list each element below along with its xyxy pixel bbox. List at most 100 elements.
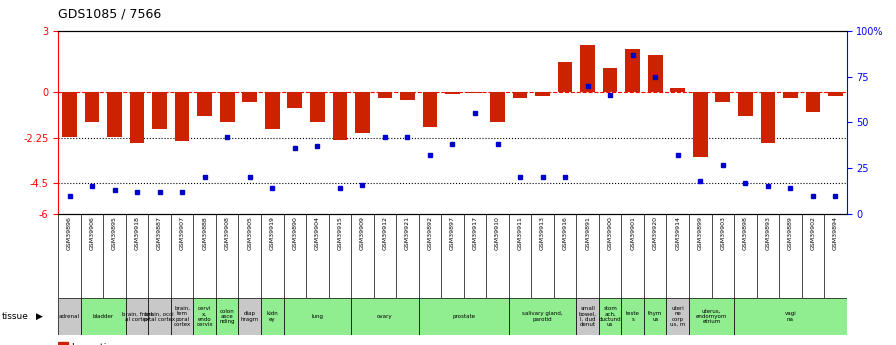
Bar	[644, 298, 667, 335]
Text: GSM39916: GSM39916	[563, 216, 568, 250]
Bar	[622, 298, 644, 335]
Text: prostate: prostate	[452, 314, 475, 319]
Bar	[558, 61, 573, 92]
Text: GSM39903: GSM39903	[720, 216, 726, 250]
Bar	[716, 92, 730, 102]
Text: GSM39904: GSM39904	[314, 216, 320, 250]
Bar	[171, 298, 194, 335]
Bar	[216, 298, 238, 335]
Bar	[734, 298, 847, 335]
Text: adrenal: adrenal	[59, 314, 80, 319]
Bar	[220, 92, 235, 122]
Text: GSM39911: GSM39911	[518, 216, 522, 250]
Text: GSM39920: GSM39920	[652, 216, 658, 250]
Bar	[197, 92, 212, 116]
Bar	[130, 92, 144, 143]
Bar	[401, 92, 415, 100]
Bar	[85, 92, 99, 122]
Text: GSM39887: GSM39887	[157, 216, 162, 250]
Bar	[108, 92, 122, 137]
Text: GSM39890: GSM39890	[292, 216, 297, 250]
Text: brain, front
al cortex: brain, front al cortex	[122, 311, 152, 322]
Text: uterus,
endomyom
etrium: uterus, endomyom etrium	[696, 309, 728, 324]
Text: thym
us: thym us	[648, 311, 662, 322]
Bar	[445, 92, 460, 94]
Bar	[149, 298, 171, 335]
Text: GSM39913: GSM39913	[540, 216, 545, 250]
Text: stom
ach,
ductund
us: stom ach, ductund us	[599, 306, 622, 327]
Text: GSM39910: GSM39910	[495, 216, 500, 250]
Text: cervi
x,
endo
cervix: cervi x, endo cervix	[196, 306, 213, 327]
Text: GSM39895: GSM39895	[112, 216, 117, 250]
Text: GSM39915: GSM39915	[337, 216, 342, 250]
Bar	[689, 298, 734, 335]
Text: GSM39906: GSM39906	[90, 216, 95, 250]
Text: GSM39902: GSM39902	[810, 216, 815, 250]
Text: GSM39907: GSM39907	[179, 216, 185, 250]
Bar	[828, 92, 843, 96]
Bar	[283, 298, 351, 335]
Text: GSM39898: GSM39898	[743, 216, 748, 250]
Bar	[670, 88, 685, 92]
Text: salivary gland,
parotid: salivary gland, parotid	[522, 311, 563, 322]
Text: GSM39892: GSM39892	[427, 216, 433, 250]
Bar	[81, 298, 125, 335]
Bar	[576, 298, 599, 335]
Bar	[581, 45, 595, 92]
Text: GSM39888: GSM39888	[202, 216, 207, 250]
Text: GSM39896: GSM39896	[67, 216, 72, 250]
Bar	[806, 92, 820, 112]
Text: GSM39891: GSM39891	[585, 216, 590, 250]
Text: small
bowel,
l. dud
denut: small bowel, l. dud denut	[579, 306, 597, 327]
Text: GSM39897: GSM39897	[450, 216, 455, 250]
Text: log ratio: log ratio	[73, 344, 113, 345]
Bar	[761, 92, 775, 143]
Bar	[667, 298, 689, 335]
Text: GSM39899: GSM39899	[698, 216, 702, 250]
Text: teste
s: teste s	[625, 311, 640, 322]
Text: vagi
na: vagi na	[785, 311, 797, 322]
Bar	[194, 298, 216, 335]
Bar	[423, 92, 437, 127]
Bar	[509, 298, 576, 335]
Text: lung: lung	[311, 314, 323, 319]
Text: GSM39919: GSM39919	[270, 216, 275, 250]
Text: GSM39914: GSM39914	[676, 216, 680, 250]
Text: bladder: bladder	[92, 314, 114, 319]
Text: ▶: ▶	[36, 312, 43, 321]
Bar	[783, 92, 797, 98]
Bar	[288, 92, 302, 108]
Bar	[377, 92, 392, 98]
Text: tissue: tissue	[2, 312, 29, 321]
Bar	[351, 298, 418, 335]
Bar	[513, 92, 528, 98]
Bar	[625, 49, 640, 92]
Bar	[152, 92, 167, 129]
Text: GSM39900: GSM39900	[607, 216, 613, 250]
Text: GSM39893: GSM39893	[765, 216, 771, 250]
Text: ovary: ovary	[377, 314, 392, 319]
Bar	[355, 92, 370, 132]
Bar	[261, 298, 283, 335]
Bar	[418, 298, 509, 335]
Text: GSM39908: GSM39908	[225, 216, 229, 250]
Bar	[175, 92, 189, 141]
Text: kidn
ey: kidn ey	[266, 311, 278, 322]
Text: GSM39917: GSM39917	[472, 216, 478, 250]
Text: brain,
tem
poral
cortex: brain, tem poral cortex	[174, 306, 191, 327]
Text: diap
hragm: diap hragm	[241, 311, 259, 322]
Bar	[693, 92, 708, 157]
Text: uteri
ne
corp
us, m: uteri ne corp us, m	[670, 306, 685, 327]
Bar	[238, 298, 261, 335]
Bar	[599, 298, 622, 335]
Bar	[58, 342, 68, 345]
Text: GSM39912: GSM39912	[383, 216, 387, 250]
Text: GSM39901: GSM39901	[630, 216, 635, 250]
Text: GDS1085 / 7566: GDS1085 / 7566	[58, 8, 161, 21]
Text: GSM39889: GSM39889	[788, 216, 793, 250]
Bar	[62, 92, 77, 137]
Bar	[332, 92, 347, 140]
Bar	[310, 92, 324, 122]
Text: brain, occi
pital cortex: brain, occi pital cortex	[144, 311, 176, 322]
Text: GSM39894: GSM39894	[833, 216, 838, 250]
